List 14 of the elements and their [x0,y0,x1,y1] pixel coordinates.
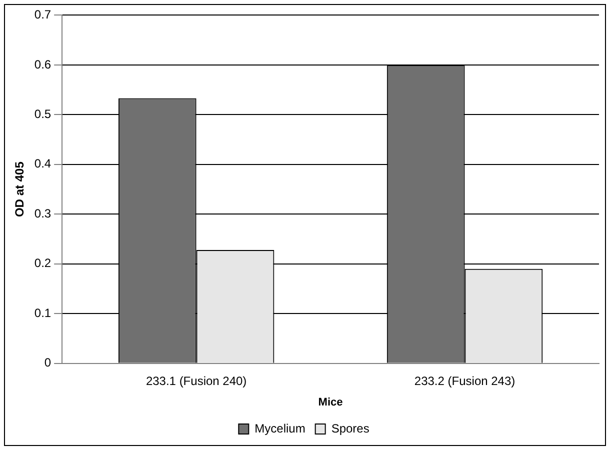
y-axis-title: OD at 405 [12,161,27,217]
y-tick-label: 0 [44,356,52,370]
y-tick-label: 0.6 [34,57,52,72]
y-tick-label: 0.7 [34,8,52,22]
x-tick-label: 233.2 (Fusion 243) [414,374,516,388]
y-tick-label: 0.1 [34,306,52,320]
legend-label: Spores [331,421,370,436]
y-tick-label: 0.4 [34,156,52,171]
y-tick-label: 0.3 [34,206,52,220]
y-tick-label: 0.2 [34,256,52,270]
legend-label: Mycelium [254,421,306,436]
x-tick-label: 233.1 (Fusion 240) [146,374,247,388]
y-tick-label: 0.5 [34,107,52,121]
x-axis-title: Mice [318,396,343,408]
